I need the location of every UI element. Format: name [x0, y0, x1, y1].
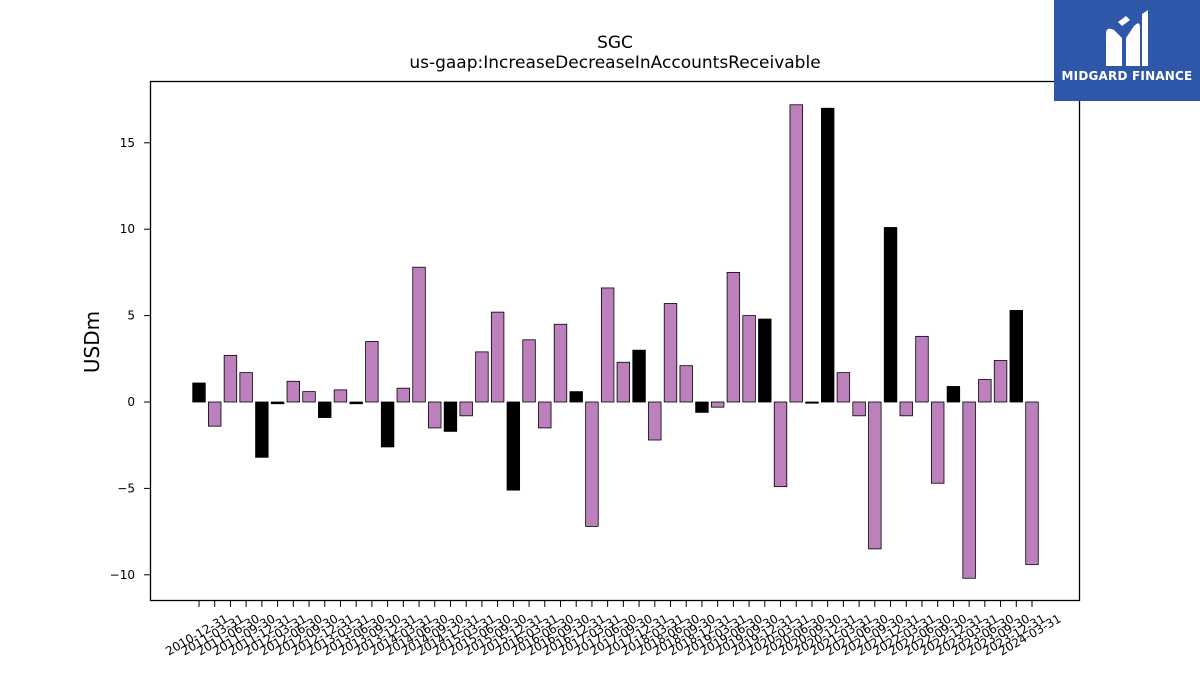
bar-2011-03-31	[208, 401, 222, 427]
y-tick-label: −10	[110, 568, 135, 582]
x-ticks-layer: 2010-12-312011-03-312011-06-302011-09-30…	[163, 601, 1064, 658]
bar-2022-09-30	[931, 401, 945, 484]
bar-2021-12-31	[883, 227, 898, 403]
bar-2015-06-30	[475, 351, 489, 403]
bar-2012-06-30	[286, 380, 300, 403]
bar-2020-06-30	[789, 104, 803, 403]
bar-2013-03-31	[333, 389, 348, 403]
y-tick-label: 5	[127, 309, 135, 323]
bar-2015-12-31	[506, 401, 521, 491]
bar-2012-09-30	[302, 391, 316, 403]
bar-2017-06-30	[600, 287, 615, 403]
bar-2011-09-30	[239, 372, 253, 403]
bar-2017-09-30	[616, 361, 631, 403]
bar-2015-03-31	[459, 401, 473, 417]
bar-2022-06-30	[915, 335, 929, 403]
bar-2020-03-31	[773, 401, 788, 488]
bar-2011-12-31	[255, 401, 269, 458]
bar-2017-03-31	[585, 401, 599, 527]
bar-2023-12-31	[1009, 310, 1023, 403]
bar-2023-06-30	[978, 379, 992, 403]
bar-2014-12-31	[443, 401, 458, 432]
brand-logo-text: MIDGARD FINANCE	[1061, 69, 1193, 83]
bar-2024-03-31	[1025, 401, 1039, 565]
bar-2018-09-30	[679, 365, 693, 403]
bar-2016-03-31	[522, 339, 536, 403]
midgard-logo-icon	[1106, 10, 1148, 67]
bar-2019-06-30	[726, 271, 741, 403]
y-tick-label: 10	[120, 222, 135, 236]
bar-2010-12-31	[192, 382, 206, 403]
bar-2013-06-30	[349, 401, 363, 405]
bar-2014-06-30	[412, 266, 426, 403]
bar-2011-06-30	[223, 354, 238, 403]
bar-2016-06-30	[538, 401, 552, 429]
brand-logo: MIDGARD FINANCE	[1054, 0, 1200, 101]
bar-2017-12-31	[632, 349, 646, 403]
bar-2012-12-31	[318, 401, 332, 418]
bar-2019-12-31	[758, 318, 772, 403]
bar-2021-09-30	[868, 401, 882, 550]
chart-title: SGC	[597, 33, 633, 53]
y-tick-label: 15	[120, 136, 135, 150]
bar-2018-06-30	[663, 303, 678, 403]
bar-2023-03-31	[962, 401, 976, 579]
bar-2012-03-31	[270, 401, 285, 405]
bar-2022-03-31	[899, 401, 913, 417]
bar-2020-09-30	[805, 401, 819, 404]
bar-2021-03-31	[836, 372, 851, 403]
y-tick-label: −5	[117, 481, 135, 495]
chart-subtitle: us-gaap:IncreaseDecreaseInAccountsReceiv…	[409, 53, 820, 73]
bar-2013-09-30	[365, 341, 379, 403]
bar-2021-06-30	[852, 401, 866, 417]
y-ticks-layer: −10 −5 0 5 10 15	[110, 136, 150, 582]
bar-2019-03-31	[710, 401, 725, 408]
bar-2018-03-31	[648, 401, 662, 441]
bar-2019-09-30	[742, 315, 756, 403]
bar-2013-12-31	[380, 401, 395, 448]
plot-frame	[149, 80, 1081, 602]
y-axis-label: USDm	[80, 311, 104, 373]
bar-2020-12-31	[820, 107, 835, 403]
bar-2023-09-30	[993, 360, 1008, 403]
y-tick-label: 0	[127, 395, 135, 409]
bar-2018-12-31	[695, 401, 709, 413]
bar-2022-12-31	[946, 386, 961, 403]
bar-2016-12-31	[569, 391, 583, 403]
bar-2014-03-31	[396, 387, 410, 403]
bar-2014-09-30	[428, 401, 442, 429]
bars-layer	[192, 104, 1039, 579]
bar-2016-09-30	[553, 323, 568, 403]
bar-2015-09-30	[490, 311, 505, 403]
